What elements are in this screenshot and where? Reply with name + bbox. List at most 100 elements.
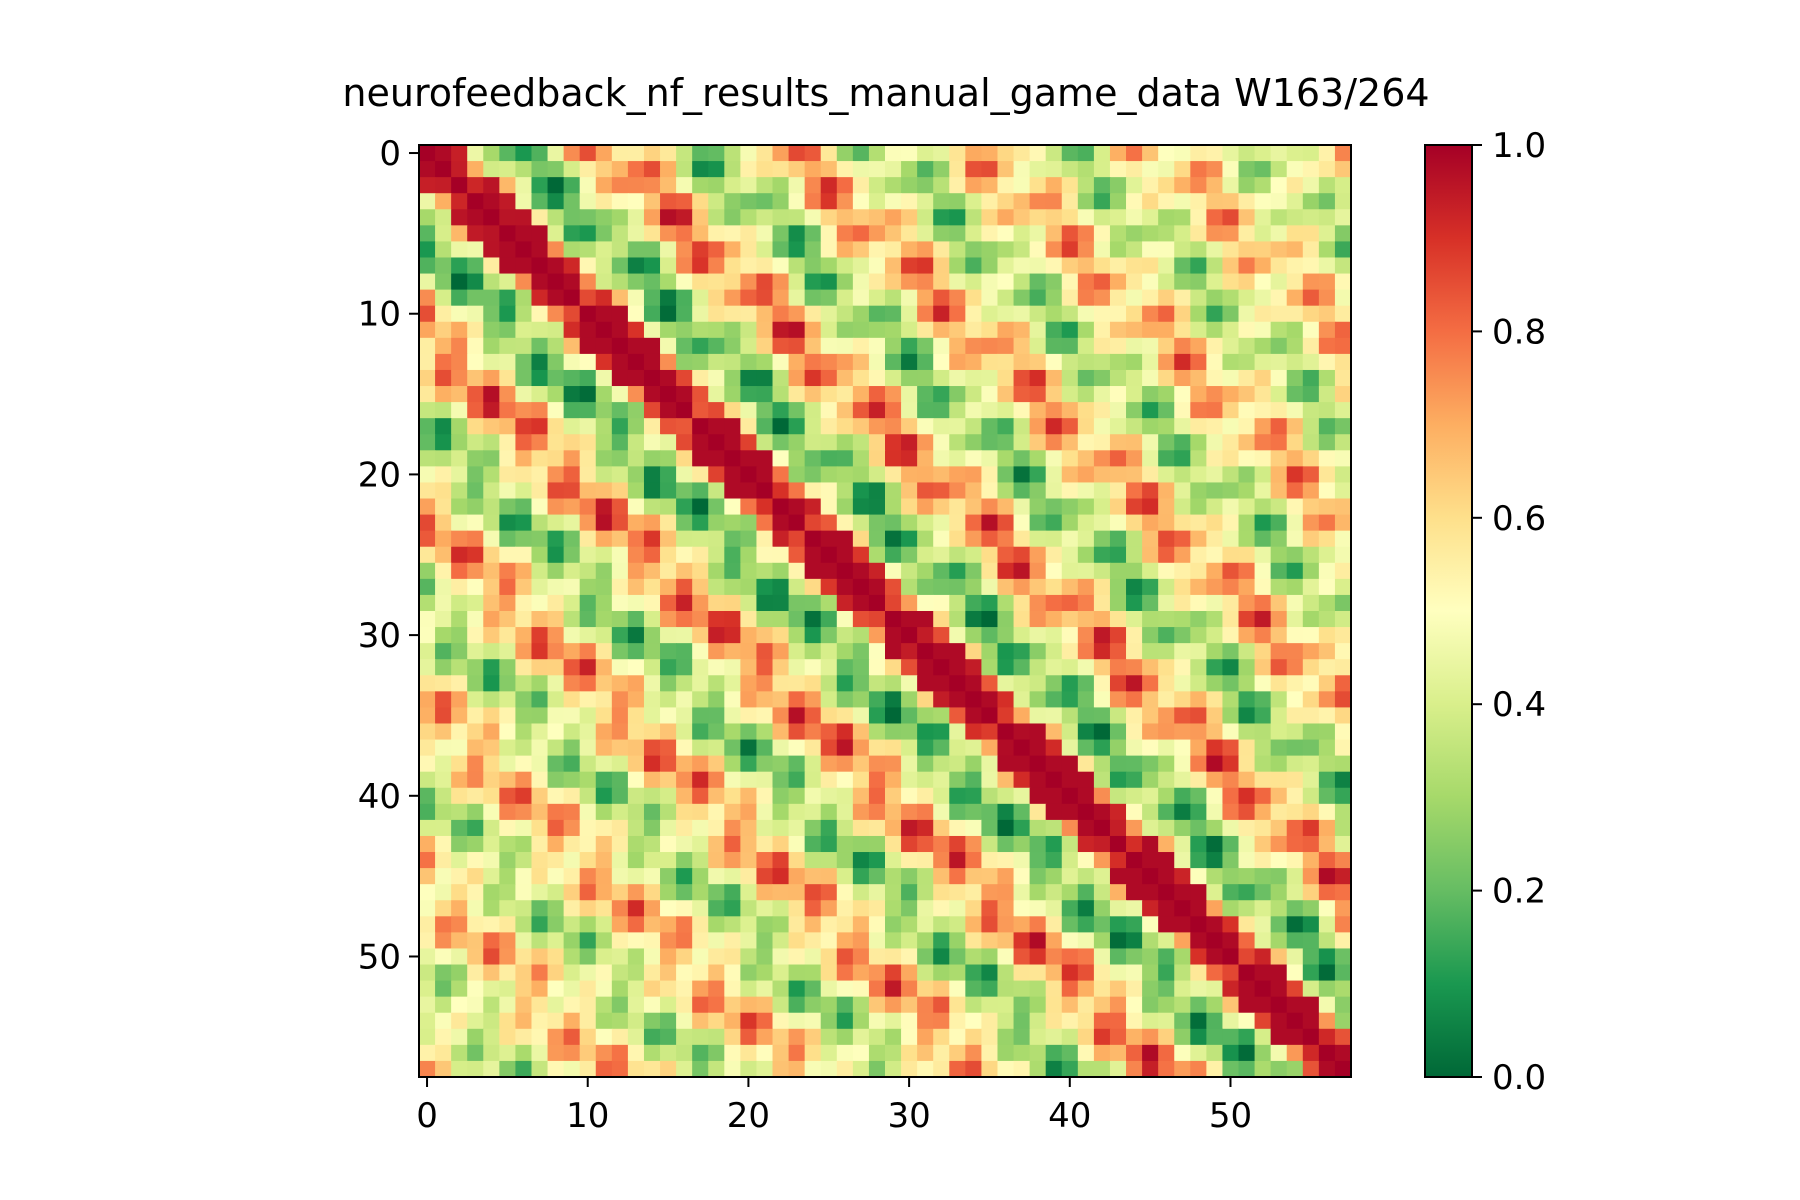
heatmap-cell [643, 900, 661, 917]
heatmap-cell [467, 884, 484, 901]
heatmap-cell [981, 643, 999, 660]
heatmap-cell [820, 225, 838, 243]
heatmap-cell [451, 466, 468, 484]
heatmap-cell [643, 884, 661, 901]
heatmap-cell [1270, 884, 1288, 901]
heatmap-cell [483, 900, 500, 917]
heatmap-cell [1077, 1028, 1095, 1046]
heatmap-cell [1142, 771, 1159, 789]
heatmap-cell [1190, 691, 1207, 709]
heatmap-cell [804, 771, 822, 789]
heatmap-cell [611, 530, 629, 548]
heatmap-cell [467, 434, 484, 451]
heatmap-cell [483, 562, 500, 580]
heatmap-cell [1093, 353, 1111, 371]
heatmap-cell [965, 562, 983, 580]
heatmap-cell [692, 546, 709, 564]
heatmap-cell [788, 386, 806, 403]
heatmap-cell [547, 321, 565, 339]
heatmap-cell [852, 1060, 870, 1078]
heatmap-cell [547, 675, 565, 692]
heatmap-cell [965, 353, 983, 371]
heatmap-cell [1045, 289, 1063, 307]
heatmap-cell [627, 530, 645, 548]
heatmap-cell [435, 819, 452, 837]
heatmap-cell [1302, 450, 1320, 467]
heatmap-cell [676, 932, 693, 950]
heatmap-cell [692, 611, 709, 628]
heatmap-cell [483, 835, 500, 853]
heatmap-cell [1045, 707, 1063, 725]
heatmap-cell [708, 643, 725, 660]
heatmap-cell [563, 209, 581, 226]
heatmap-cell [499, 257, 517, 275]
heatmap-cell [1142, 434, 1159, 451]
heatmap-cell [917, 916, 934, 933]
heatmap-cell [483, 707, 500, 725]
heatmap-cell [1109, 594, 1127, 612]
heatmap-cell [1126, 755, 1143, 773]
heatmap-cell [868, 337, 886, 355]
heatmap-cell [1174, 225, 1191, 243]
heatmap-cell [868, 948, 886, 966]
heatmap-cell [595, 739, 613, 757]
heatmap-cell [563, 418, 581, 435]
heatmap-cell [1013, 996, 1031, 1014]
heatmap-cell [1286, 562, 1304, 580]
heatmap-cell [563, 755, 581, 773]
heatmap-cell [1190, 964, 1207, 982]
heatmap-cell [595, 305, 613, 323]
heatmap-cell [660, 177, 677, 194]
heatmap-cell [595, 578, 613, 596]
heatmap-cell [1270, 1028, 1288, 1046]
heatmap-cell [1013, 611, 1031, 628]
heatmap-cell [1045, 498, 1063, 516]
heatmap-cell [1077, 1044, 1095, 1062]
heatmap-cell [788, 289, 806, 307]
heatmap-cell [788, 305, 806, 323]
heatmap-cell [1334, 980, 1352, 998]
heatmap-cell [949, 562, 966, 580]
heatmap-cell [660, 659, 677, 676]
heatmap-cell [1077, 803, 1095, 821]
heatmap-cell [1190, 450, 1207, 467]
heatmap-cell [660, 145, 677, 162]
heatmap-cell [708, 257, 725, 275]
heatmap-cell [788, 932, 806, 950]
heatmap-cell [756, 884, 774, 901]
heatmap-cell [868, 562, 886, 580]
heatmap-cell [1302, 546, 1320, 564]
heatmap-cell [692, 868, 709, 885]
heatmap-cell [692, 482, 709, 500]
heatmap-cell [515, 627, 533, 644]
heatmap-cell [692, 402, 709, 419]
heatmap-cell [1238, 627, 1256, 644]
heatmap-cell [1254, 337, 1272, 355]
heatmap-cell [852, 562, 870, 580]
heatmap-cell [933, 1044, 950, 1062]
heatmap-cell [692, 321, 709, 339]
heatmap-cell [435, 337, 452, 355]
heatmap-cell [1302, 225, 1320, 243]
heatmap-cell [868, 1012, 886, 1030]
heatmap-cell [643, 803, 661, 821]
heatmap-cell [1174, 145, 1191, 162]
heatmap-cell [1142, 161, 1159, 178]
heatmap-cell [419, 771, 436, 789]
heatmap-cell [1045, 996, 1063, 1014]
y-tick-label: 0 [379, 134, 401, 174]
heatmap-cell [885, 193, 902, 210]
heatmap-cell [820, 578, 838, 596]
heatmap-cell [547, 337, 565, 355]
heatmap-cell [740, 964, 758, 982]
heatmap-cell [676, 386, 693, 403]
heatmap-cell [836, 498, 854, 516]
heatmap-cell [660, 1012, 677, 1030]
heatmap-cell [1109, 819, 1127, 837]
heatmap-cell [1334, 739, 1352, 757]
heatmap-cell [435, 707, 452, 725]
heatmap-cell [997, 787, 1015, 805]
heatmap-cell [595, 803, 613, 821]
heatmap-cell [788, 498, 806, 516]
heatmap-cell [917, 193, 934, 210]
